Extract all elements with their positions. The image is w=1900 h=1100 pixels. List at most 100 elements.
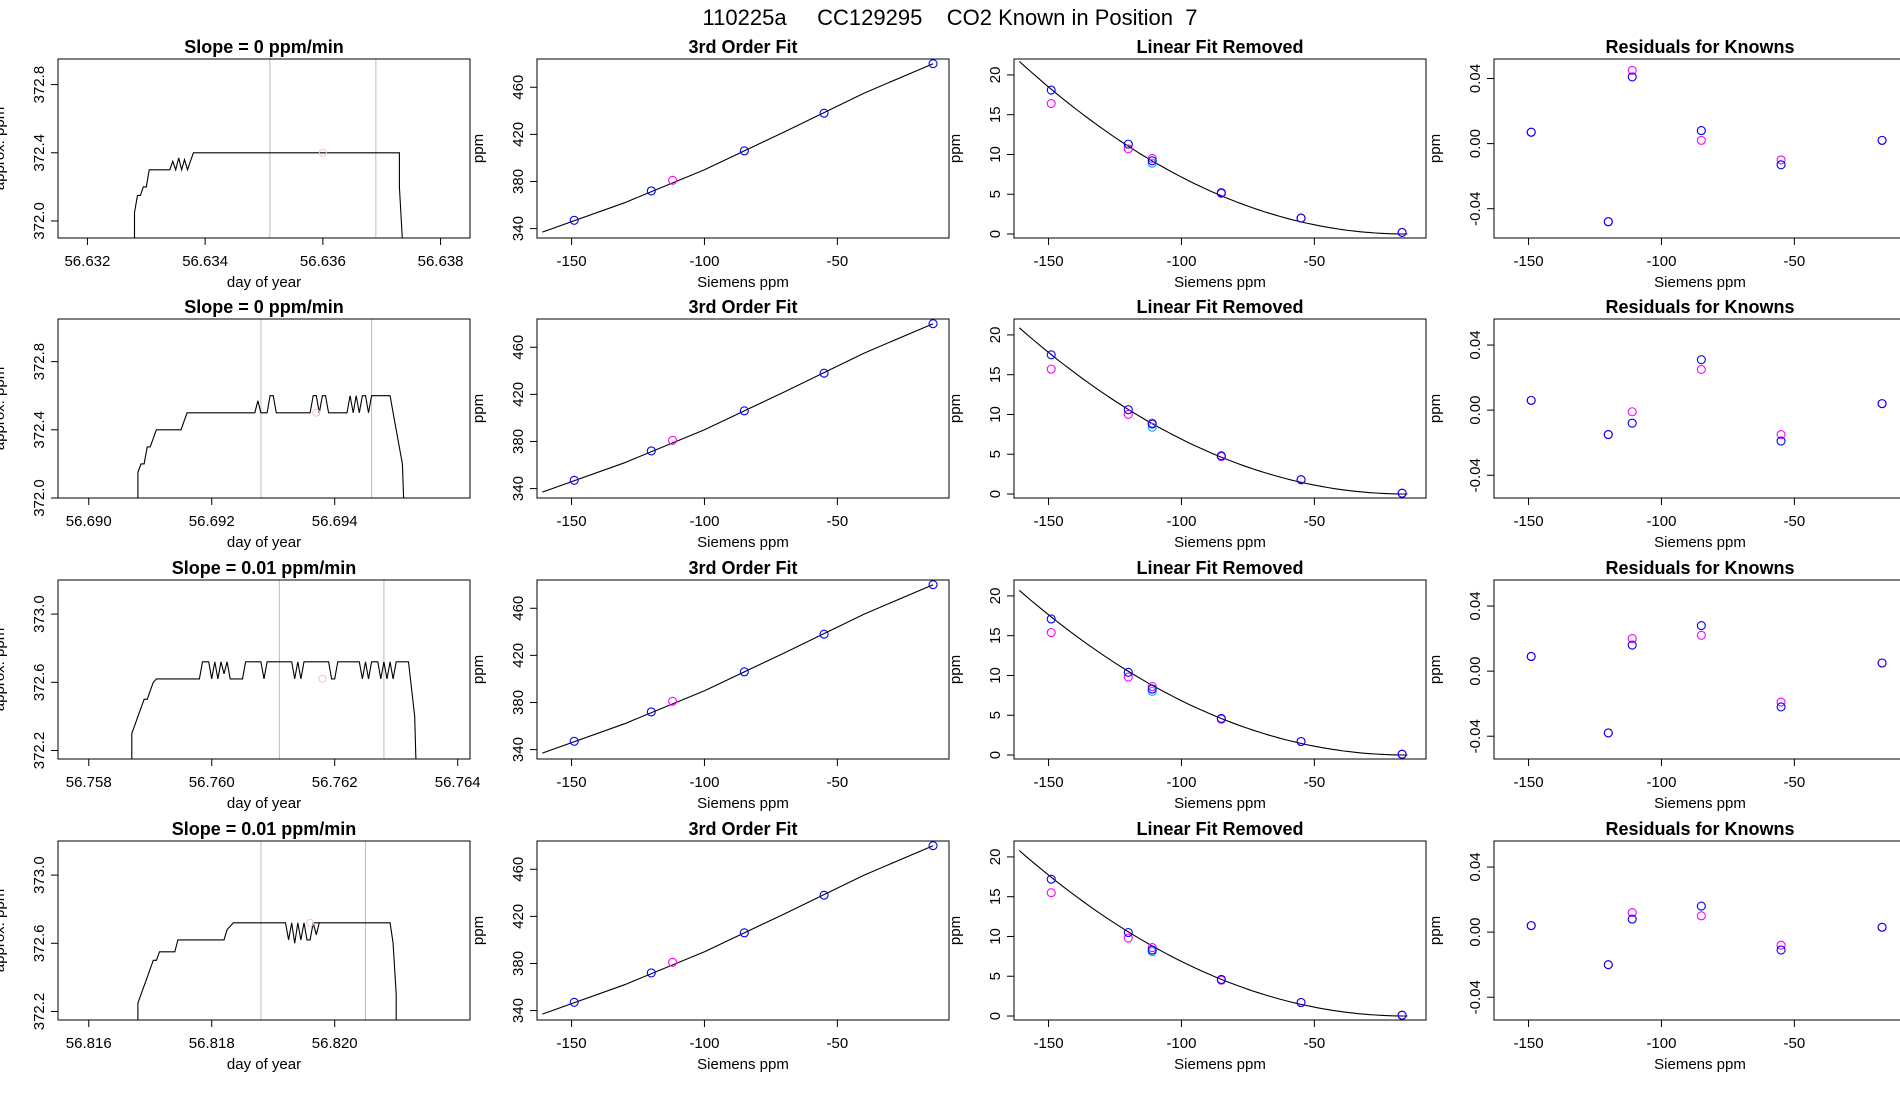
residual-point-a <box>1603 960 1613 970</box>
known-point-b <box>668 957 678 967</box>
panel-time-row2: Slope = 0 ppm/min day of year approx. ppm 5… <box>0 297 471 551</box>
x-tick-label: -150 <box>557 253 587 270</box>
x-tick-label: -50 <box>1784 513 1806 530</box>
panel-residuals-row4: Residuals for Knowns Siemens ppm ppm -150 -1… <box>1427 819 1900 1073</box>
known-point-a <box>1046 85 1056 95</box>
y-tick-label: -0.04 <box>1467 980 1484 1014</box>
residual-point-a <box>1603 217 1613 227</box>
y-tick-label: 373.0 <box>31 856 48 894</box>
plot-frame <box>1013 840 1427 1021</box>
residual-point-a <box>1526 651 1536 662</box>
panel-linear_removed-row2: Linear Fit Removed Siemens ppm ppm -150 -100… <box>947 297 1427 551</box>
known-point-a <box>1147 945 1157 955</box>
known-point-b <box>1147 943 1157 953</box>
known-point-a <box>1397 749 1407 759</box>
y-tick-label: 380 <box>510 690 527 715</box>
residual-point-b <box>1627 407 1637 417</box>
ppm-trace-line <box>137 395 405 498</box>
plot-frame <box>536 840 950 1021</box>
y-tick-label: -0.04 <box>1467 192 1484 226</box>
residual-point-b <box>1627 908 1637 918</box>
known-point-a <box>1123 405 1133 415</box>
known-point-c <box>1147 422 1157 432</box>
known-point-a <box>569 736 579 746</box>
residual-point-a <box>1526 921 1536 931</box>
residual-point-b <box>1696 135 1706 145</box>
panel-title: Residuals for Knowns <box>1605 37 1794 57</box>
known-point-a <box>569 475 579 485</box>
x-tick-label: 56.632 <box>64 253 110 270</box>
panel-fit3-row4: 3rd Order Fit Siemens ppm ppm -150 -100 -50 34… <box>470 819 950 1073</box>
known-point-a <box>1296 475 1306 485</box>
known-point-a <box>1397 1010 1407 1020</box>
x-tick-label: -100 <box>1166 774 1196 791</box>
y-tick-label: 340 <box>510 998 527 1023</box>
x-tick-label: 56.762 <box>312 774 358 791</box>
mean-marker <box>318 148 327 157</box>
x-tick-label: -100 <box>1646 253 1676 270</box>
known-point-b <box>668 696 678 706</box>
known-point-b <box>1046 364 1056 374</box>
residual-point-a <box>1627 914 1637 924</box>
known-point-a <box>819 108 829 118</box>
y-tick-label: 0 <box>987 490 1004 498</box>
x-tick-label: -100 <box>1646 513 1676 530</box>
x-tick-label: -50 <box>1784 253 1806 270</box>
y-tick-label: 372.2 <box>31 993 48 1031</box>
y-tick-label: 15 <box>987 627 1004 644</box>
y-tick-label: 340 <box>510 476 527 501</box>
mean-marker <box>318 674 327 683</box>
x-tick-label: -150 <box>1514 1035 1544 1052</box>
fit-line <box>542 323 934 493</box>
known-point-a <box>819 629 829 639</box>
x-tick-label: -100 <box>1166 513 1196 530</box>
residual-point-b <box>1776 697 1786 707</box>
residual-point-a <box>1696 621 1706 631</box>
plot-frame <box>1013 318 1427 499</box>
known-point-b <box>1046 99 1056 109</box>
y-tick-label: 372.0 <box>31 479 48 517</box>
y-tick-label: 15 <box>987 888 1004 905</box>
y-tick-label: 20 <box>987 327 1004 344</box>
x-tick-label: 56.692 <box>189 513 235 530</box>
y-tick-label: 460 <box>510 335 527 360</box>
y-tick-label: 15 <box>987 106 1004 123</box>
plot-frame <box>57 58 471 239</box>
known-point-b <box>668 175 678 185</box>
residual-point-b <box>1696 364 1706 374</box>
x-tick-label: -150 <box>1034 253 1064 270</box>
y-tick-label: 5 <box>987 450 1004 458</box>
residual-point-b <box>1776 155 1786 165</box>
known-point-a <box>1046 350 1056 360</box>
x-axis-label: Siemens ppm <box>697 534 789 551</box>
y-tick-label: 10 <box>987 406 1004 423</box>
fit-line <box>542 584 934 754</box>
plot-frame <box>1013 58 1427 239</box>
y-tick-label: 372.4 <box>31 134 48 172</box>
y-tick-label: 20 <box>987 849 1004 866</box>
residual-point-a <box>1877 658 1887 668</box>
y-tick-label: 20 <box>987 588 1004 605</box>
plot-area <box>137 319 405 498</box>
known-point-b <box>1046 888 1056 898</box>
known-point-a <box>1216 188 1226 198</box>
plot-area <box>133 59 403 238</box>
x-tick-label: -100 <box>689 513 719 530</box>
y-tick-label: 0.00 <box>1467 129 1484 158</box>
residual-point-b <box>1696 911 1706 921</box>
x-tick-label: 56.634 <box>182 253 228 270</box>
plot-area <box>542 59 938 233</box>
panel-title: Slope = 0 ppm/min <box>184 297 344 317</box>
y-tick-label: 0.04 <box>1467 852 1484 881</box>
known-point-a <box>1216 713 1226 723</box>
plot-area <box>1526 65 1887 227</box>
known-point-a <box>1296 997 1306 1008</box>
plot-area <box>1526 621 1887 738</box>
y-tick-label: 0.00 <box>1467 396 1484 425</box>
panel-linear_removed-row3: Linear Fit Removed Siemens ppm ppm -150 -100… <box>947 558 1427 812</box>
fit-curve <box>1018 60 1408 235</box>
plot-area <box>1018 327 1408 498</box>
plot-area <box>542 319 938 493</box>
x-tick-label: -150 <box>1034 774 1064 791</box>
y-axis-label: ppm <box>1427 134 1444 163</box>
